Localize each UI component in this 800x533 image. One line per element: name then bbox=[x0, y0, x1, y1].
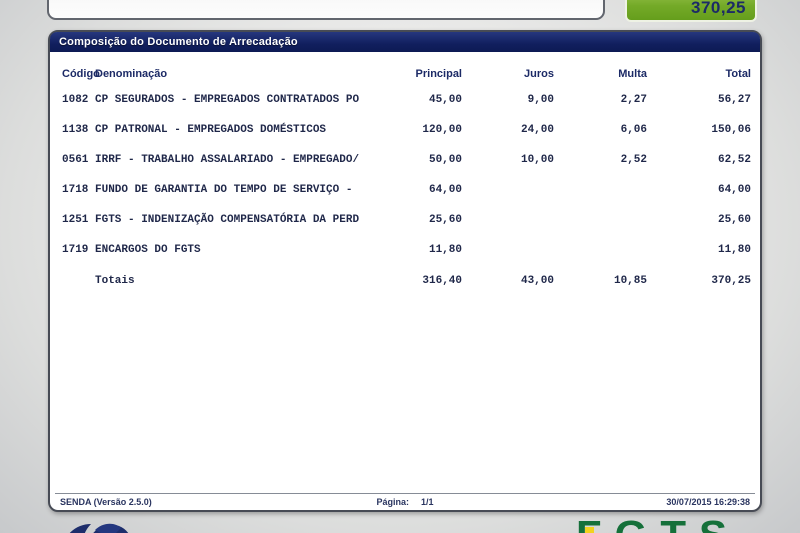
table-row: 1082 CP SEGURADOS - EMPREGADOS CONTRATAD… bbox=[62, 85, 751, 115]
totals-row: Totais 316,40 43,00 10,85 370,25 bbox=[62, 265, 751, 297]
senda-emblem-icon bbox=[69, 523, 129, 533]
row-principal: 45,00 bbox=[428, 94, 462, 106]
row-codigo: 1082 bbox=[62, 94, 89, 106]
fgts-logo-text: FGTS bbox=[576, 515, 776, 533]
table-header-row: Código Denominação Principal Juros Multa… bbox=[62, 63, 751, 85]
totals-label: Totais bbox=[95, 275, 135, 287]
fgts-yellow-accent-icon bbox=[585, 527, 594, 533]
table-row: 1718 FUNDO DE GARANTIA DO TEMPO DE SERVI… bbox=[62, 175, 751, 205]
row-principal: 64,00 bbox=[428, 184, 462, 196]
row-total: 11,80 bbox=[717, 244, 751, 256]
table-row: 0561 IRRF - TRABALHO ASSALARIADO - EMPRE… bbox=[62, 145, 751, 175]
row-denominacao: CP SEGURADOS - EMPREGADOS CONTRATADOS PO bbox=[95, 94, 360, 106]
page-label: Página: bbox=[376, 496, 409, 507]
row-principal: 120,00 bbox=[422, 124, 462, 136]
composition-table: Código Denominação Principal Juros Multa… bbox=[62, 63, 751, 297]
header-codigo: Código bbox=[62, 68, 100, 80]
document-field bbox=[47, 0, 605, 20]
row-total: 64,00 bbox=[717, 184, 751, 196]
row-total: 56,27 bbox=[717, 94, 751, 106]
page-indicator: Página: 1/1 bbox=[376, 497, 433, 507]
row-codigo: 1138 bbox=[62, 124, 89, 136]
totals-total: 370,25 bbox=[711, 275, 751, 287]
app-version-label: SENDA (Versão 2.5.0) bbox=[60, 496, 152, 507]
totals-principal: 316,40 bbox=[422, 275, 462, 287]
row-juros: 24,00 bbox=[520, 124, 554, 136]
arrecadacao-panel: Composição do Documento de Arrecadação C… bbox=[48, 30, 762, 512]
table-row: 1138 CP PATRONAL - EMPREGADOS DOMÉSTICOS… bbox=[62, 115, 751, 145]
fgts-logo: FGTS bbox=[576, 514, 776, 533]
totals-juros: 43,00 bbox=[520, 275, 554, 287]
row-codigo: 1718 bbox=[62, 184, 89, 196]
total-amount-value: 370,25 bbox=[691, 0, 746, 17]
panel-titlebar: Composição do Documento de Arrecadação bbox=[50, 32, 760, 52]
row-codigo: 1251 bbox=[62, 214, 89, 226]
totals-multa: 10,85 bbox=[613, 275, 647, 287]
header-multa: Multa bbox=[618, 68, 647, 80]
page-value: 1/1 bbox=[421, 496, 434, 507]
row-multa: 2,27 bbox=[620, 94, 647, 106]
total-amount-box: 370,25 bbox=[625, 0, 757, 22]
header-denominacao: Denominação bbox=[95, 68, 168, 80]
panel-footer: SENDA (Versão 2.5.0) Página: 1/1 30/07/2… bbox=[55, 493, 755, 509]
row-multa: 2,52 bbox=[620, 154, 647, 166]
row-denominacao: FUNDO DE GARANTIA DO TEMPO DE SERVIÇO - bbox=[95, 184, 353, 196]
row-denominacao: CP PATRONAL - EMPREGADOS DOMÉSTICOS bbox=[95, 124, 327, 136]
table-row: 1251 FGTS - INDENIZAÇÃO COMPENSATÓRIA DA… bbox=[62, 205, 751, 235]
header-principal: Principal bbox=[415, 68, 462, 80]
row-total: 150,06 bbox=[711, 124, 751, 136]
row-denominacao: FGTS - INDENIZAÇÃO COMPENSATÓRIA DA PERD bbox=[95, 214, 360, 226]
row-multa: 6,06 bbox=[620, 124, 647, 136]
row-juros: 9,00 bbox=[527, 94, 554, 106]
panel-title: Composição do Documento de Arrecadação bbox=[59, 36, 298, 48]
header-total: Total bbox=[725, 68, 751, 80]
row-principal: 25,60 bbox=[428, 214, 462, 226]
row-codigo: 1719 bbox=[62, 244, 89, 256]
row-principal: 11,80 bbox=[428, 244, 462, 256]
row-denominacao: ENCARGOS DO FGTS bbox=[95, 244, 201, 256]
row-total: 62,52 bbox=[717, 154, 751, 166]
row-principal: 50,00 bbox=[428, 154, 462, 166]
timestamp-label: 30/07/2015 16:29:38 bbox=[666, 496, 750, 507]
row-codigo: 0561 bbox=[62, 154, 89, 166]
row-juros: 10,00 bbox=[520, 154, 554, 166]
table-row: 1719 ENCARGOS DO FGTS 11,80 11,80 bbox=[62, 235, 751, 265]
row-denominacao: IRRF - TRABALHO ASSALARIADO - EMPREGADO/ bbox=[95, 154, 360, 166]
header-juros: Juros bbox=[524, 68, 554, 80]
row-total: 25,60 bbox=[717, 214, 751, 226]
